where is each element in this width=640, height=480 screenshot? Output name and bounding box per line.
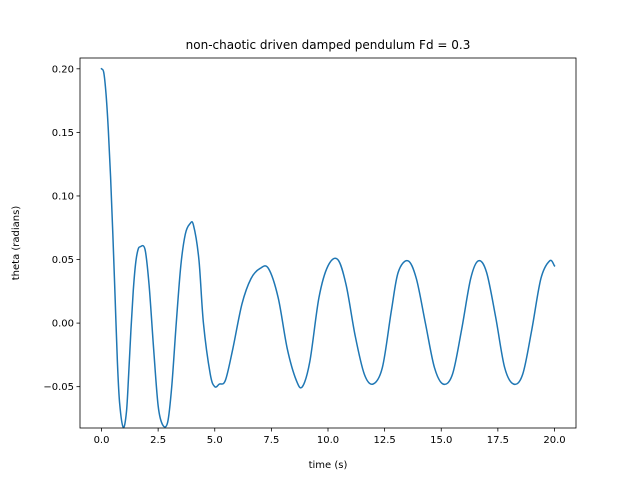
x-tick-label: 17.5	[487, 435, 509, 446]
y-tick-label: 0.20	[52, 64, 74, 75]
x-tick-label: 10.0	[317, 435, 339, 446]
series-layer	[100, 67, 556, 429]
x-tick-label: 7.5	[263, 435, 279, 446]
y-axis: −0.05 0.00 0.05 0.10 0.15 0.20	[43, 64, 80, 393]
chart-title: non-chaotic driven damped pendulum Fd = …	[186, 38, 471, 52]
x-tick-label: 12.5	[373, 435, 395, 446]
y-axis-label: theta (radians)	[11, 206, 22, 281]
series-line	[100, 67, 556, 429]
x-axis-label: time (s)	[309, 460, 348, 471]
x-tick-label: 2.5	[150, 435, 166, 446]
x-tick-label: 0.0	[94, 435, 110, 446]
y-tick-label: 0.00	[52, 319, 74, 330]
plot-area	[80, 58, 576, 428]
x-axis: 0.0 2.5 5.0 7.5 10.0 12.5 15.0 17.5 20.0	[94, 428, 566, 446]
y-tick-label: 0.05	[52, 255, 74, 266]
y-tick-label: −0.05	[43, 382, 74, 393]
x-tick-label: 20.0	[543, 435, 565, 446]
y-tick-label: 0.15	[52, 128, 74, 139]
x-tick-label: 15.0	[430, 435, 452, 446]
x-tick-label: 5.0	[207, 435, 223, 446]
y-tick-label: 0.10	[52, 191, 74, 202]
